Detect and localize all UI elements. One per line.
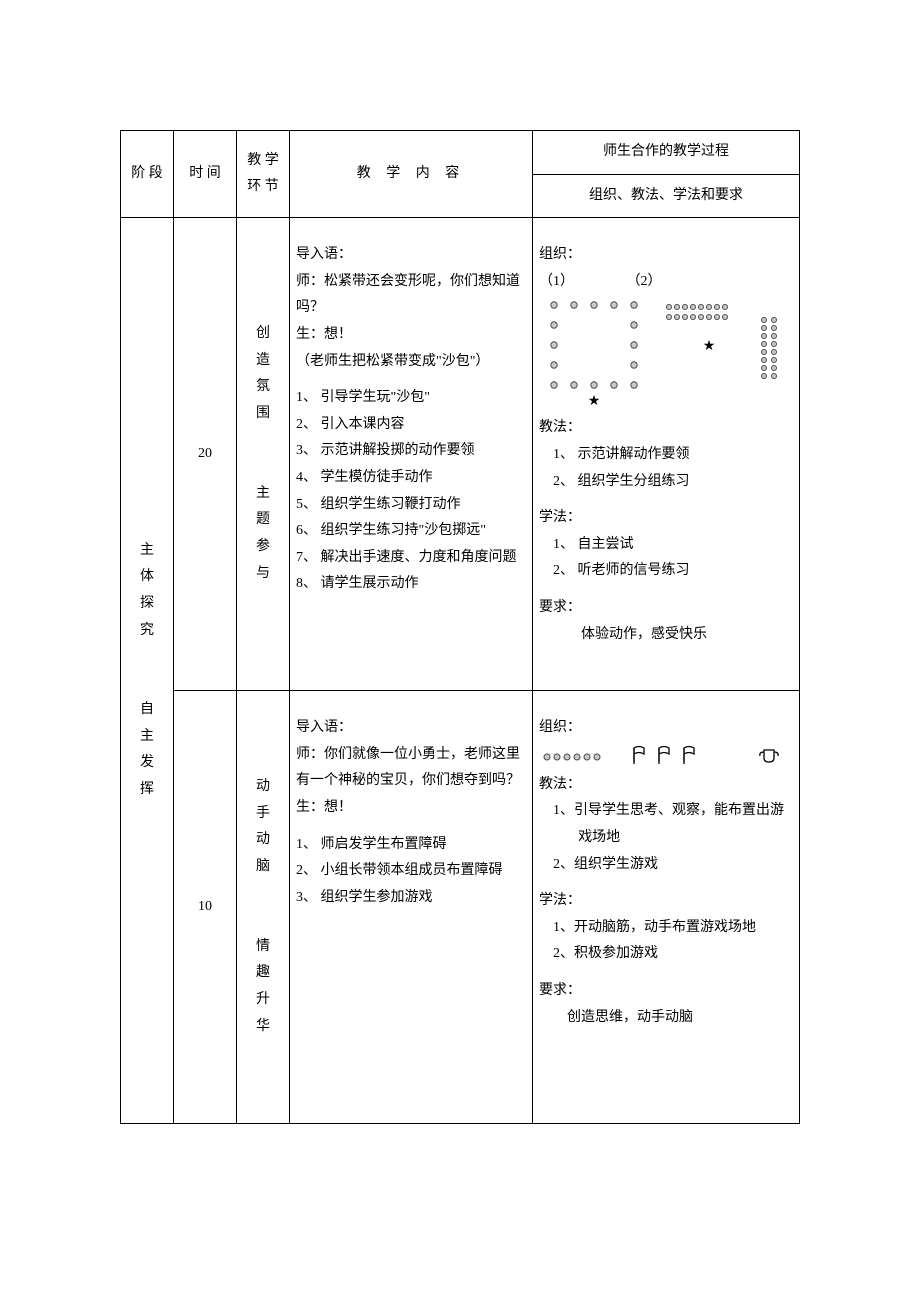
- body-row-1: 主 体 探 究 自 主 发 挥 20 创 造 氛 围 主 题 参: [121, 218, 800, 691]
- req-label-2: 要求：: [539, 978, 793, 1005]
- header-row-1: 阶 段 时 间 教 学 环 节 教 学 内 容 师生合作的教学过程: [121, 131, 800, 175]
- svg-text:★: ★: [588, 394, 601, 405]
- item-1-0: 1、 引导学生玩"沙包": [296, 385, 526, 412]
- hdr-content: 教 学 内 容: [290, 131, 533, 218]
- stage-cell: 主 体 探 究 自 主 发 挥: [121, 218, 174, 1124]
- learn-2-1: 2、积极参加游戏: [539, 941, 793, 968]
- page: 阶 段 时 间 教 学 环 节 教 学 内 容 师生合作的教学过程 组织、教法、…: [0, 0, 920, 1184]
- step-2-text: 动 手 动 脑 情 趣 升 华: [243, 774, 283, 1040]
- learn-1-0: 1、 自主尝试: [539, 532, 793, 559]
- content-1: 导入语： 师：松紧带还会变形呢，你们想知道吗？ 生：想！ （老师生把松紧带变成"…: [290, 218, 533, 691]
- item-1-7: 8、 请学生展示动作: [296, 571, 526, 598]
- item-1-5: 6、 组织学生练习持"沙包掷远": [296, 518, 526, 545]
- lesson-table: 阶 段 时 间 教 学 环 节 教 学 内 容 师生合作的教学过程 组织、教法、…: [120, 130, 800, 1124]
- teach-label-1: 教法：: [539, 415, 793, 442]
- item-2-1: 2、 小组长带领本组成员布置障碍: [296, 858, 526, 885]
- hdr-process-sub: 组织、教法、学法和要求: [533, 174, 800, 218]
- process-1: 组织： （1） （2）: [533, 218, 800, 691]
- teach-1-1: 2、 组织学生分组练习: [539, 469, 793, 496]
- hdr-step: 教 学 环 节: [237, 131, 290, 218]
- item-2-2: 3、 组织学生参加游戏: [296, 885, 526, 912]
- dialog-2-0: 师：你们就像一位小勇士，老师这里有一个神秘的宝贝，你们想夺到吗？: [296, 742, 526, 795]
- hdr-time: 时 间: [174, 131, 237, 218]
- org-label-2: 组织：: [539, 715, 793, 742]
- formation-diagram-2: [539, 742, 793, 772]
- learn-label-1: 学法：: [539, 505, 793, 532]
- svg-text:★: ★: [703, 339, 716, 354]
- teach-2-0: 1、引导学生思考、观察，能布置出游戏场地: [539, 798, 793, 851]
- teach-2-1: 2、组织学生游戏: [539, 852, 793, 879]
- req-label-1: 要求：: [539, 595, 793, 622]
- dialog-1-0: 师：松紧带还会变形呢，你们想知道吗？: [296, 269, 526, 322]
- learn-label-2: 学法：: [539, 888, 793, 915]
- teach-label-2: 教法：: [539, 772, 793, 799]
- item-1-1: 2、 引入本课内容: [296, 412, 526, 439]
- intro-label-2: 导入语：: [296, 715, 526, 742]
- req-2: 创造思维，动手动脑: [539, 1005, 793, 1032]
- item-1-6: 7、 解决出手速度、力度和角度问题: [296, 545, 526, 572]
- item-2-0: 1、 师启发学生布置障碍: [296, 832, 526, 859]
- hdr-process-top: 师生合作的教学过程: [533, 131, 800, 175]
- time-2: 10: [174, 691, 237, 1124]
- step-1-text: 创 造 氛 围 主 题 参 与: [243, 321, 283, 587]
- dialog-1-1: 生：想！: [296, 322, 526, 349]
- dialog-2-1: 生：想！: [296, 795, 526, 822]
- step-2: 动 手 动 脑 情 趣 升 华: [237, 691, 290, 1124]
- learn-1-1: 2、 听老师的信号练习: [539, 558, 793, 585]
- formation-diagram-1: ★: [539, 295, 793, 405]
- process-2: 组织：: [533, 691, 800, 1124]
- step-1: 创 造 氛 围 主 题 参 与: [237, 218, 290, 691]
- req-1: 体验动作，感受快乐: [539, 622, 793, 649]
- stage-text: 主 体 探 究 自 主 发 挥: [127, 538, 167, 804]
- item-1-2: 3、 示范讲解投掷的动作要领: [296, 438, 526, 465]
- item-1-4: 5、 组织学生练习鞭打动作: [296, 492, 526, 519]
- intro-label-1: 导入语：: [296, 242, 526, 269]
- hdr-stage: 阶 段: [121, 131, 174, 218]
- hdr-step-text: 教 学 环 节: [247, 153, 279, 195]
- org-label-1: 组织：: [539, 242, 793, 269]
- item-1-3: 4、 学生模仿徒手动作: [296, 465, 526, 492]
- learn-2-0: 1、开动脑筋，动手布置游戏场地: [539, 915, 793, 942]
- body-row-2: 10 动 手 动 脑 情 趣 升 华 导入语： 师：你们就像一位小勇士，老师这里…: [121, 691, 800, 1124]
- content-2: 导入语： 师：你们就像一位小勇士，老师这里有一个神秘的宝贝，你们想夺到吗？ 生：…: [290, 691, 533, 1124]
- dialog-1-2: （老师生把松紧带变成"沙包"）: [296, 349, 526, 376]
- teach-1-0: 1、 示范讲解动作要领: [539, 442, 793, 469]
- org-sub-1: （1） （2）: [539, 269, 793, 296]
- time-1: 20: [174, 218, 237, 691]
